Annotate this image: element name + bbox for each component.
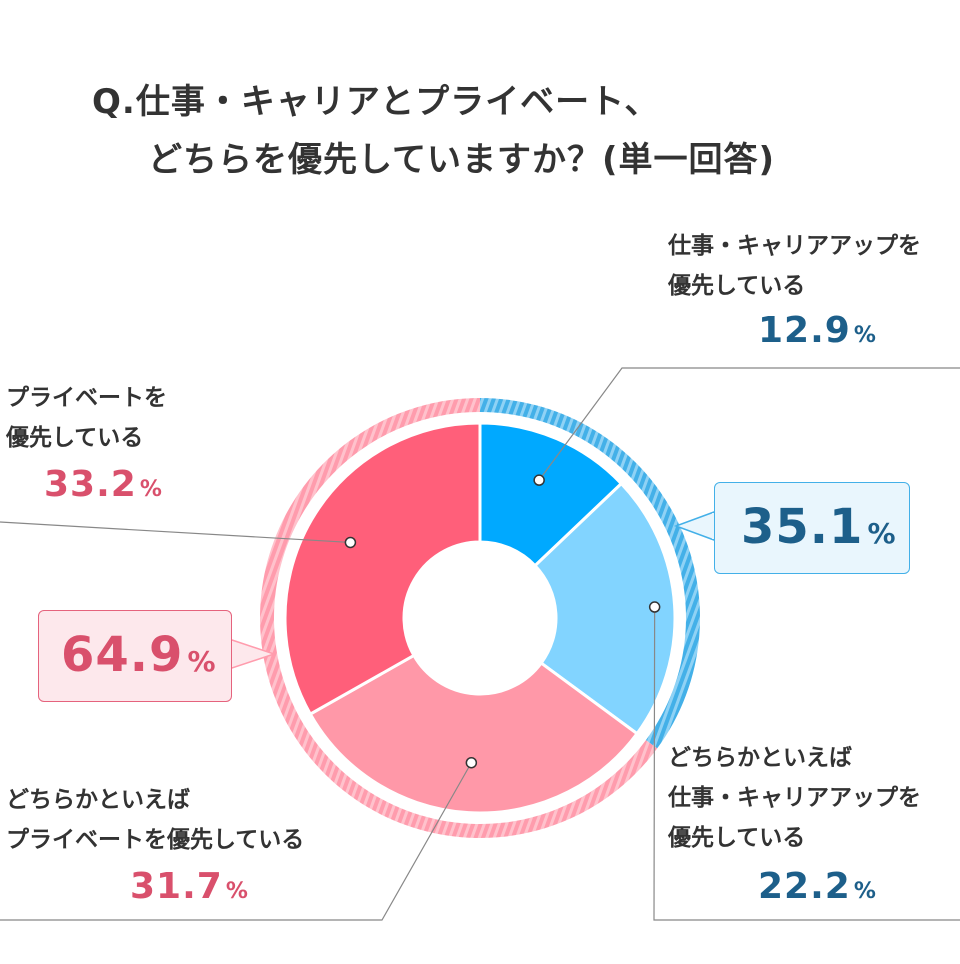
chart-title: Q.仕事・キャリアとプライベート、 どちらを優先していますか？(単一回答) (0, 0, 960, 200)
pct-lean-career: 22.2% (758, 866, 877, 907)
leader-dot (465, 756, 478, 769)
label-lean-career-line2: 仕事・キャリアアップを (668, 785, 921, 811)
label-career-line1: 仕事・キャリアアップを (668, 233, 921, 259)
pct-career-total: 35.1% (741, 499, 897, 555)
donut-hole (404, 542, 556, 694)
label-private-line1: プライベートを (6, 385, 167, 411)
leader-private (0, 521, 351, 544)
slices (283, 421, 677, 815)
leader-lean-career (653, 607, 960, 921)
pct-career: 12.9% (758, 310, 877, 351)
label-private-line2: 優先している (6, 425, 144, 451)
leader-lean-private (0, 762, 472, 921)
pct-lean-private: 31.7% (130, 866, 249, 907)
label-lean-career-line1: どちらかといえば (668, 745, 852, 771)
title-line-2: どちらを優先していますか？(単一回答) (148, 140, 776, 180)
group-ring (259, 398, 700, 838)
label-lean-private-line1: どちらかといえば (6, 787, 190, 813)
ring-career-group (480, 398, 700, 749)
label-lean-private-line2: プライベートを優先している (6, 827, 305, 853)
label-lean-career-line3: 優先している (668, 825, 806, 851)
title-line-1: Q.仕事・キャリアとプライベート、 (92, 82, 660, 122)
callout-private-total: 64.9% (38, 610, 232, 702)
pct-private-total: 64.9% (61, 627, 217, 683)
leader-dot (648, 601, 661, 613)
leader-lines (0, 367, 960, 921)
pct-private: 33.2% (44, 464, 163, 505)
callout-career-total: 35.1% (714, 482, 910, 574)
label-career-line2: 優先している (668, 273, 806, 299)
leader-dot (533, 474, 545, 486)
leader-career (538, 367, 960, 481)
leader-dot (344, 536, 357, 549)
